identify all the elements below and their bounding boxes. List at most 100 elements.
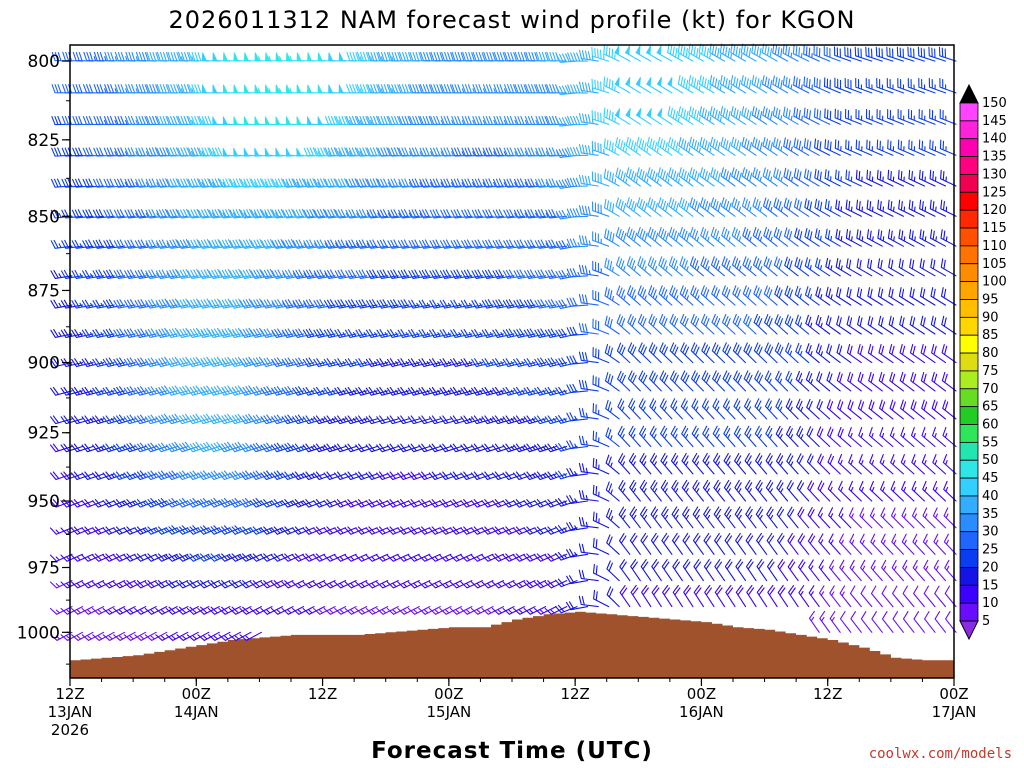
wind-barb [471, 239, 494, 249]
wind-barb [909, 287, 925, 306]
colorbar-cell [959, 263, 979, 283]
wind-barb [824, 108, 841, 125]
wind-barb [355, 606, 378, 615]
colorbar-label: 80 [982, 346, 999, 361]
wind-barb-flag [264, 116, 271, 126]
wind-barb [197, 298, 220, 309]
colorbar-cell [959, 352, 979, 372]
wind-barb [534, 357, 557, 368]
wind-barb [556, 53, 578, 63]
wind-barb [792, 44, 810, 62]
wind-barb [92, 209, 115, 219]
wind-barb [482, 84, 505, 94]
wind-barb [776, 506, 789, 529]
wind-barb [397, 269, 420, 279]
wind-barb [292, 239, 315, 249]
wind-barb [386, 580, 410, 589]
wind-barb [938, 46, 957, 62]
wind-barb [166, 208, 189, 219]
wind-barb [239, 298, 262, 309]
wind-barb-flag [296, 52, 302, 62]
wind-barb [407, 606, 431, 615]
wind-barb [700, 226, 715, 247]
wind-barb [249, 580, 273, 589]
wind-barb [186, 580, 210, 589]
wind-barb [785, 425, 799, 448]
wind-barb [630, 584, 641, 608]
wind-barb [845, 139, 862, 156]
x-tick-label: 00Z [939, 685, 968, 703]
wind-barb-flag [657, 108, 663, 118]
wind-barb [807, 533, 820, 555]
credit-text[interactable]: coolwx.com/models [869, 746, 1012, 762]
wind-barb [808, 585, 820, 608]
wind-barb [492, 358, 515, 368]
wind-barb [743, 313, 757, 335]
wind-barb [688, 106, 704, 125]
wind-barb [825, 286, 841, 306]
wind-barb-flag [286, 84, 292, 94]
wind-barb [544, 328, 568, 338]
wind-barb [751, 106, 768, 125]
wind-barb [719, 43, 736, 62]
wind-barb [102, 386, 126, 396]
wind-barb-flag [223, 84, 229, 94]
wind-barb [367, 84, 389, 94]
wind-barb [523, 606, 547, 615]
wind-barb [399, 51, 420, 62]
wind-barb [366, 178, 389, 188]
wind-barb [156, 84, 178, 94]
wind-barb [102, 580, 126, 589]
wind-barb [930, 287, 947, 306]
wind-barb [741, 136, 757, 156]
wind-barb [408, 147, 431, 157]
wind-barb [218, 580, 241, 589]
y-tick-label: 1000 [17, 623, 60, 643]
wind-barb [898, 199, 915, 217]
wind-barb [388, 84, 410, 94]
wind-barb [418, 269, 441, 279]
wind-barb [772, 137, 789, 156]
wind-barb [439, 606, 462, 615]
colorbar-cell [959, 370, 979, 390]
wind-barb [429, 239, 452, 249]
wind-barb [868, 399, 883, 420]
wind-barb [746, 584, 757, 608]
wind-barb [626, 226, 641, 247]
wind-barb [82, 239, 105, 249]
wind-barb [670, 398, 683, 420]
wind-barb [606, 586, 620, 608]
wind-barb [605, 399, 620, 420]
wind-barb [523, 328, 547, 338]
wind-barb [302, 357, 326, 368]
wind-barb [918, 108, 936, 125]
wind-barb-flag [254, 147, 260, 157]
wind-barb [281, 328, 305, 338]
wind-barb [578, 595, 599, 608]
wind-barb [376, 358, 399, 368]
wind-barb [730, 43, 747, 62]
wind-barb [124, 147, 147, 157]
wind-barb [751, 136, 768, 156]
wind-barb [678, 167, 694, 187]
wind-barb [691, 370, 704, 392]
wind-barb [617, 425, 631, 448]
wind-barb [827, 480, 841, 502]
wind-barb [366, 299, 389, 309]
wind-barb [513, 299, 536, 309]
wind-barb [461, 84, 483, 94]
wind-barb [881, 611, 894, 633]
colorbar-label: 5 [982, 614, 990, 629]
wind-barb [592, 430, 610, 448]
wind-barb [698, 43, 715, 62]
wind-barb [260, 268, 284, 279]
wind-barb [398, 115, 420, 126]
wind-barb [323, 328, 347, 338]
wind-barb [794, 285, 810, 306]
wind-barb-flag [243, 52, 250, 62]
wind-barb [303, 239, 326, 249]
wind-barb [921, 399, 936, 420]
wind-barb [367, 51, 389, 62]
wind-barb [692, 479, 704, 502]
wind-barb [356, 115, 378, 126]
